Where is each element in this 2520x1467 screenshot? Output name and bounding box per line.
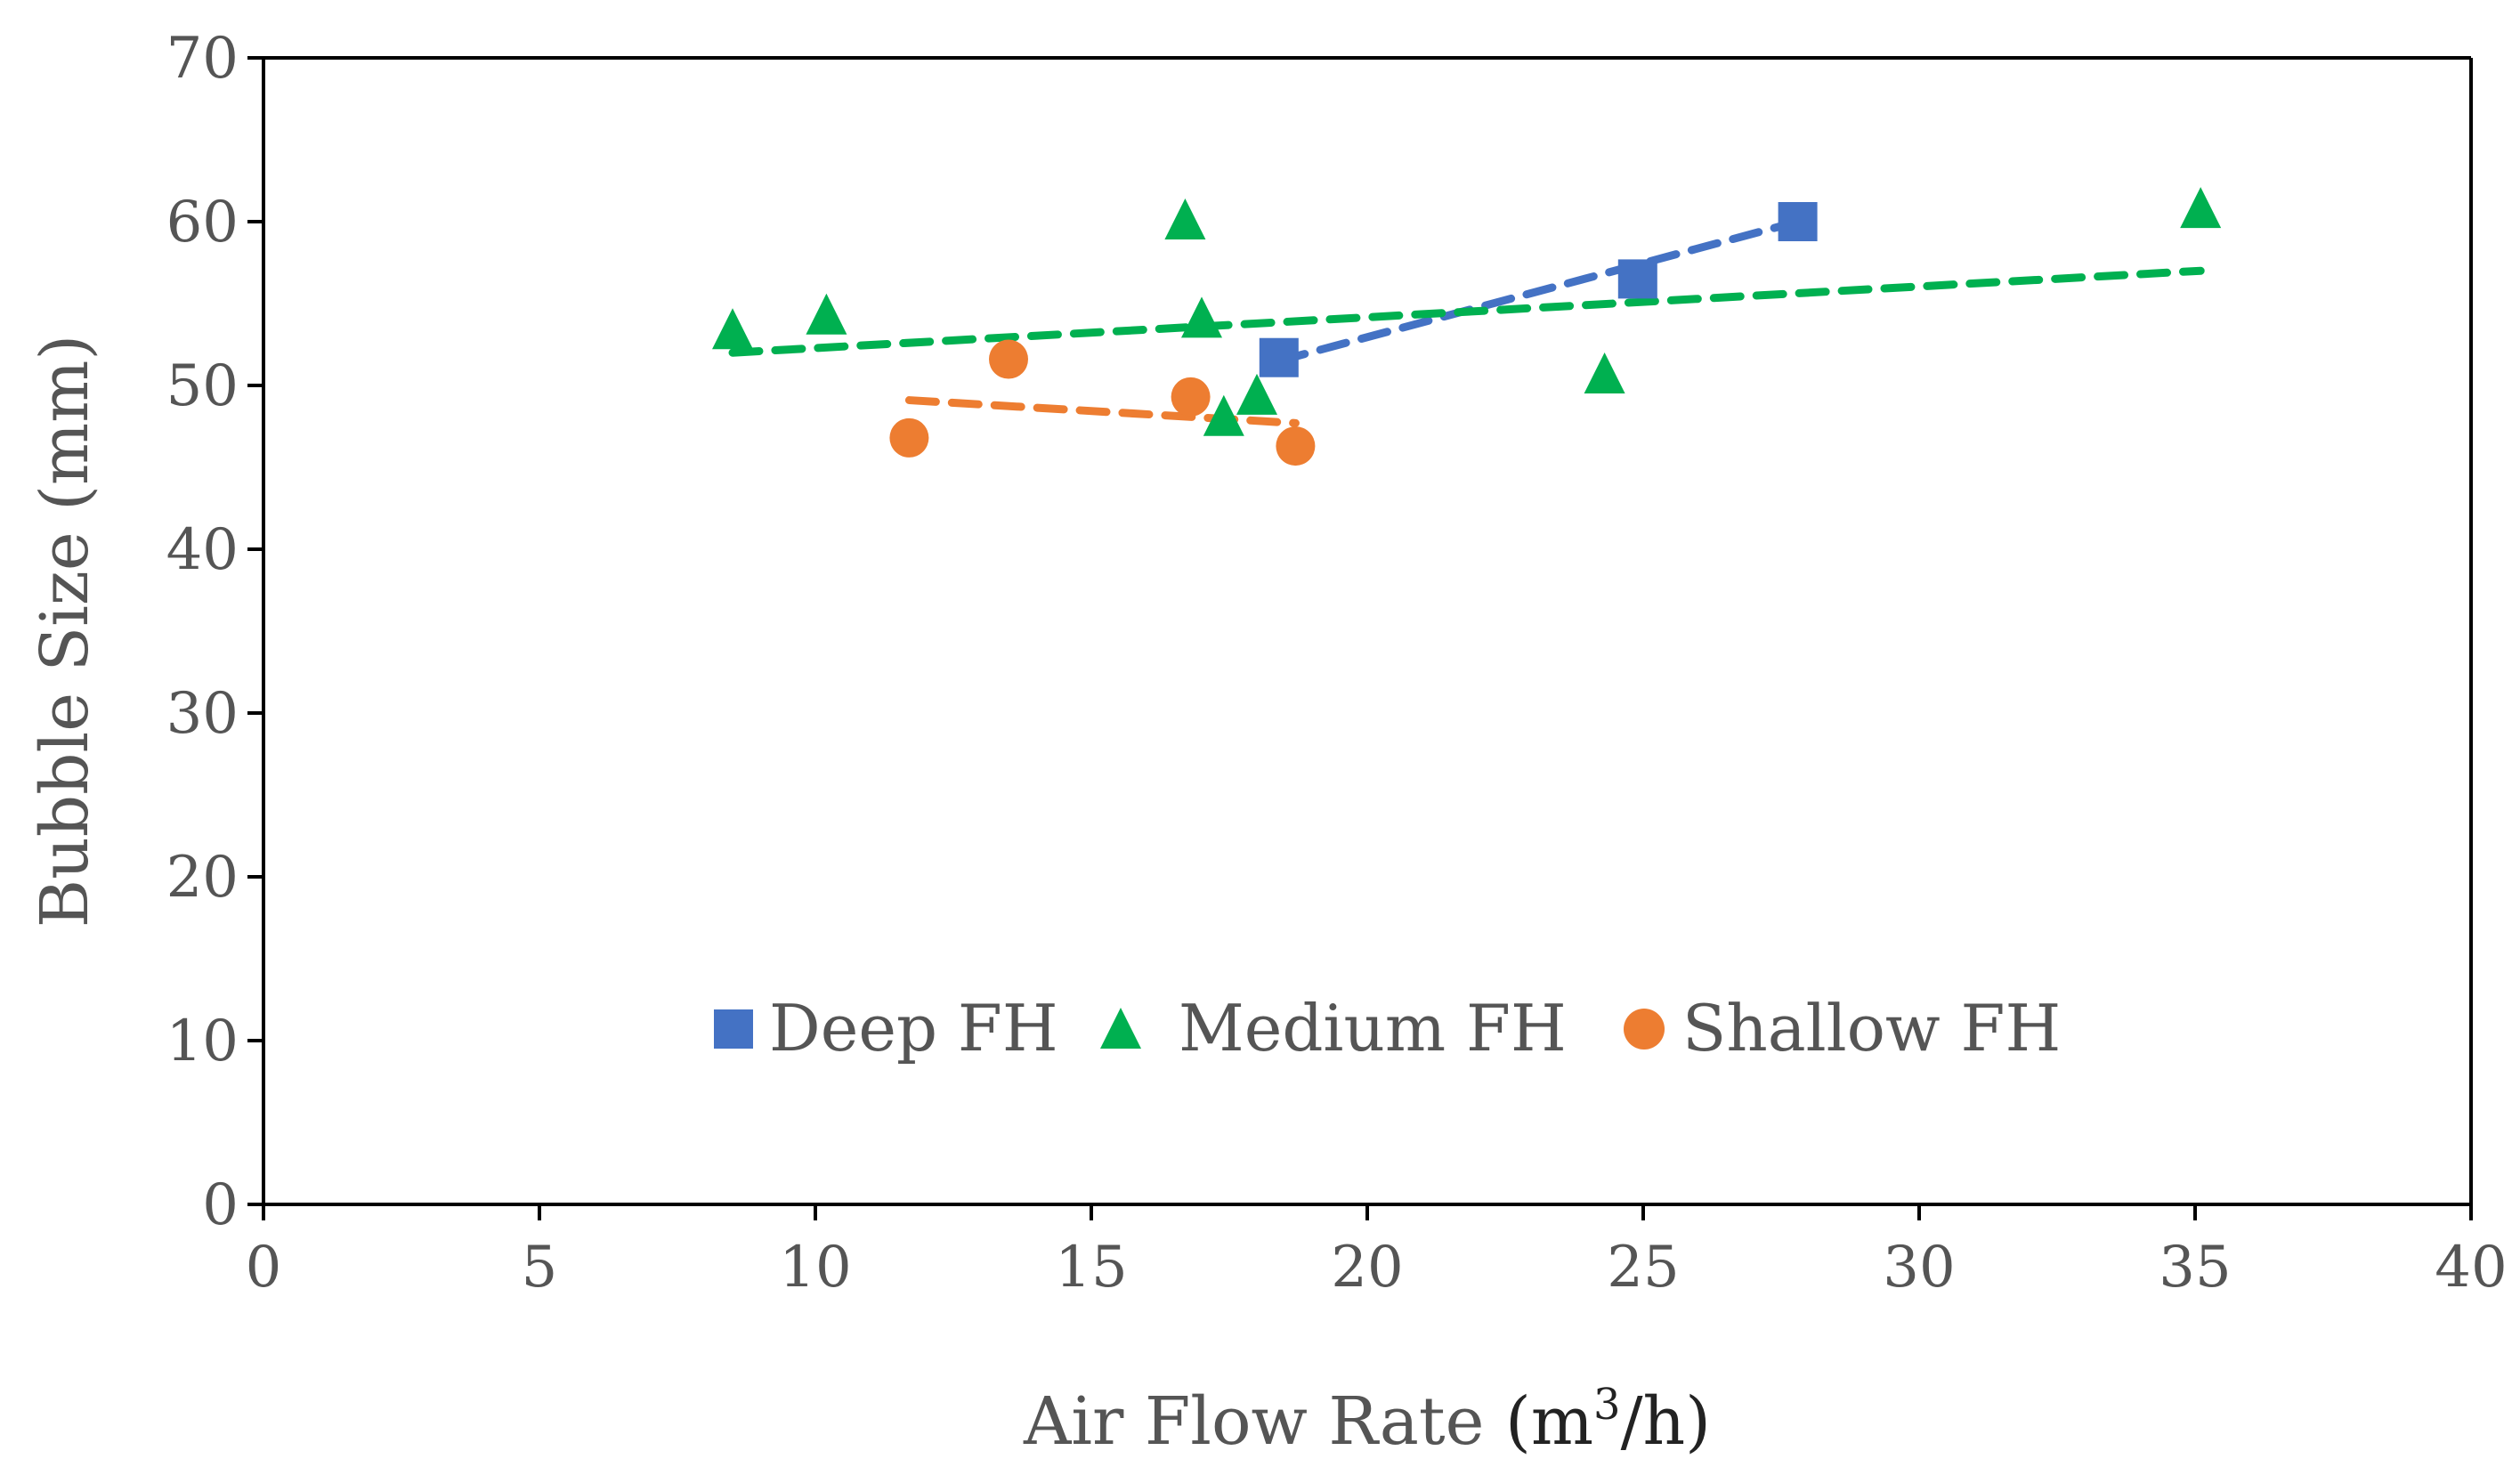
x-tick-label: 35 xyxy=(2159,1235,2231,1301)
y-tick-label: 60 xyxy=(166,190,239,255)
trendline-medium-fh xyxy=(728,266,2205,357)
x-tick-label: 10 xyxy=(779,1235,851,1301)
legend-label-deep-fh: Deep FH xyxy=(769,991,1058,1066)
y-tick-label: 70 xyxy=(166,26,239,92)
legend-triangle-icon xyxy=(1100,1008,1141,1049)
x-axis-title: Air Flow Rate (m3/h) xyxy=(1023,1380,1711,1460)
data-points xyxy=(712,187,2222,466)
y-tick-label: 20 xyxy=(166,845,239,911)
trendline-shallow-fh xyxy=(904,396,1300,427)
y-ticks: 0 10 20 30 40 50 60 70 xyxy=(166,26,263,1238)
point-deep-fh xyxy=(1617,259,1657,299)
legend-item-deep-fh: Deep FH xyxy=(714,991,1058,1066)
point-medium-fh xyxy=(806,293,847,335)
trendlines xyxy=(728,217,2205,427)
legend-item-medium-fh: Medium FH xyxy=(1100,991,1567,1066)
x-axis-title-unit-sup: 3 xyxy=(1593,1380,1621,1430)
point-medium-fh xyxy=(2180,187,2222,229)
legend-label-medium-fh: Medium FH xyxy=(1179,991,1567,1066)
y-tick-label: 50 xyxy=(166,353,239,419)
x-tick-label: 20 xyxy=(1331,1235,1403,1301)
x-tick-label: 30 xyxy=(1883,1235,1955,1301)
x-tick-label: 0 xyxy=(246,1235,282,1301)
point-shallow-fh xyxy=(989,339,1028,379)
x-tick-label: 40 xyxy=(2435,1235,2507,1301)
x-tick-label: 5 xyxy=(522,1235,558,1301)
point-medium-fh xyxy=(1584,352,1625,393)
legend-circle-icon xyxy=(1624,1009,1665,1050)
point-deep-fh xyxy=(1778,202,1818,241)
y-tick-label: 0 xyxy=(202,1172,239,1238)
legend-item-shallow-fh: Shallow FH xyxy=(1624,991,2061,1066)
point-shallow-fh xyxy=(1276,426,1316,466)
legend-square-icon xyxy=(714,1009,753,1049)
x-axis-title-main: Air Flow Rate xyxy=(1023,1383,1505,1460)
x-ticks: 0 5 10 15 20 25 30 35 40 xyxy=(246,1204,2508,1301)
point-medium-fh xyxy=(712,308,753,350)
point-medium-fh xyxy=(1164,199,1206,239)
y-tick-label: 10 xyxy=(166,1009,239,1074)
point-medium-fh xyxy=(1181,296,1222,338)
point-medium-fh xyxy=(1236,373,1277,415)
point-medium-fh xyxy=(1203,394,1244,436)
x-tick-label: 15 xyxy=(1055,1235,1127,1301)
x-tick-label: 25 xyxy=(1607,1235,1679,1301)
legend-label-shallow-fh: Shallow FH xyxy=(1682,991,2061,1066)
point-shallow-fh xyxy=(889,417,929,458)
point-shallow-fh xyxy=(1171,377,1211,417)
point-deep-fh xyxy=(1259,337,1299,377)
y-axis-title: Bubble Size (mm) xyxy=(27,335,103,928)
y-tick-label: 40 xyxy=(166,517,239,583)
x-axis-title-unit-open: (m xyxy=(1505,1383,1593,1460)
legend: Deep FH Medium FH Shallow FH xyxy=(714,991,2061,1066)
y-tick-label: 30 xyxy=(166,681,239,747)
trendline-deep-fh xyxy=(1275,217,1803,365)
x-axis-title-unit-close: /h) xyxy=(1621,1383,1711,1460)
